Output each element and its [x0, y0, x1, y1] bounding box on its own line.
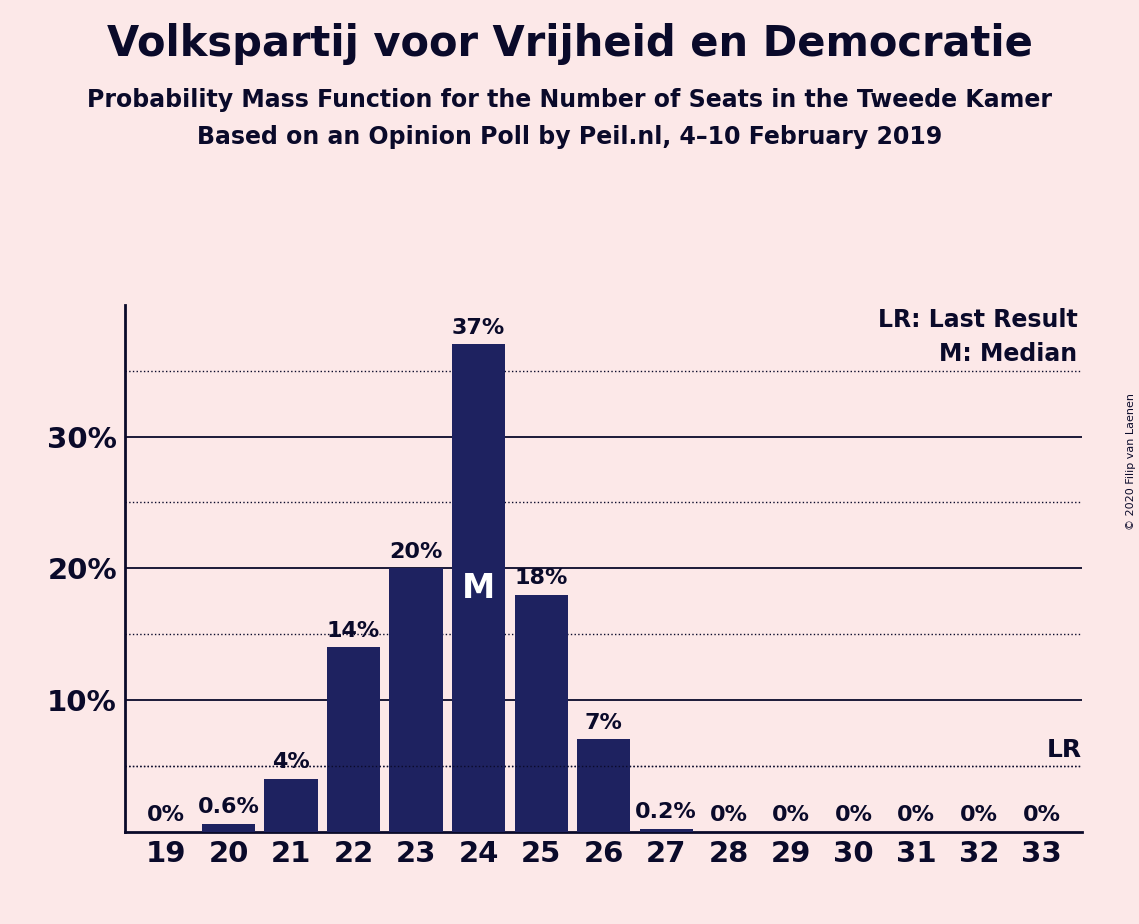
Text: 0.2%: 0.2%	[636, 802, 697, 822]
Bar	[452, 345, 506, 832]
Text: 0%: 0%	[1023, 805, 1060, 825]
Text: 0.6%: 0.6%	[197, 797, 260, 817]
Bar	[390, 568, 443, 832]
Bar	[577, 739, 630, 832]
Text: 0%: 0%	[960, 805, 998, 825]
Text: 0%: 0%	[710, 805, 747, 825]
Text: LR: LR	[1047, 738, 1082, 761]
Bar	[515, 595, 567, 832]
Text: 0%: 0%	[898, 805, 935, 825]
Text: 14%: 14%	[327, 621, 380, 640]
Text: LR: Last Result: LR: Last Result	[877, 308, 1077, 332]
Text: M: Median: M: Median	[940, 342, 1077, 366]
Text: Volkspartij voor Vrijheid en Democratie: Volkspartij voor Vrijheid en Democratie	[107, 23, 1032, 65]
Text: Probability Mass Function for the Number of Seats in the Tweede Kamer: Probability Mass Function for the Number…	[87, 88, 1052, 112]
Text: 37%: 37%	[452, 318, 506, 338]
Text: M: M	[462, 572, 495, 604]
Text: 20%: 20%	[390, 541, 443, 562]
Text: Based on an Opinion Poll by Peil.nl, 4–10 February 2019: Based on an Opinion Poll by Peil.nl, 4–1…	[197, 125, 942, 149]
Text: 0%: 0%	[772, 805, 810, 825]
Text: 18%: 18%	[515, 568, 568, 588]
Bar	[640, 829, 693, 832]
Bar	[202, 823, 255, 832]
Bar	[327, 647, 380, 832]
Text: 7%: 7%	[584, 712, 623, 733]
Text: 0%: 0%	[835, 805, 872, 825]
Text: 4%: 4%	[272, 752, 310, 772]
Text: © 2020 Filip van Laenen: © 2020 Filip van Laenen	[1126, 394, 1136, 530]
Bar	[264, 779, 318, 832]
Text: 0%: 0%	[147, 805, 185, 825]
